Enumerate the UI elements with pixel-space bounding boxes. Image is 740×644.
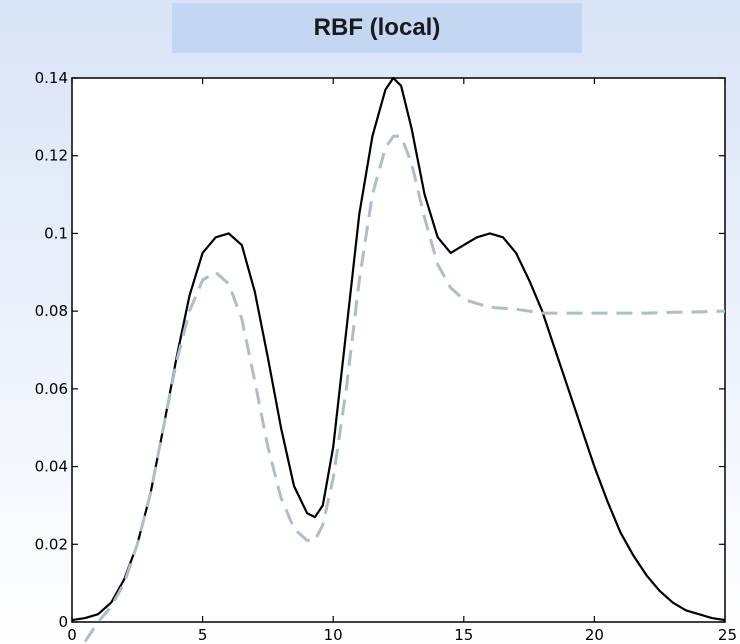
chart-title-banner: RBF (local)	[172, 3, 582, 53]
y-tick-label: 0.08	[35, 302, 68, 320]
series-line-solid	[72, 76, 725, 622]
y-tick-label: 0.1	[44, 224, 68, 242]
y-tick-label: 0.06	[35, 380, 68, 398]
x-tick-label: 10	[324, 626, 343, 644]
x-tick-label: 0	[67, 626, 77, 644]
y-tick-label: 0	[58, 613, 68, 631]
x-tick-label: 15	[454, 626, 473, 644]
axes-layer	[71, 77, 726, 623]
series-layer	[72, 76, 725, 643]
y-tick-label: 0.12	[35, 147, 68, 165]
plot-area-frame	[71, 77, 726, 623]
y-tick-label: 0.04	[35, 458, 68, 476]
x-tick-label: 5	[198, 626, 208, 644]
x-tick-label: 20	[585, 626, 604, 644]
series-line-dashed	[83, 134, 725, 643]
y-tick-label: 0.14	[35, 69, 68, 87]
x-tick-label: 25	[718, 626, 737, 644]
y-tick-label: 0.02	[35, 535, 68, 553]
chart-title: RBF (local)	[313, 14, 441, 41]
tick-label-layer: 0 0.02 0.04 0.06 0.08 0.1 0.12 0.14 0 5 10 15 20 25	[35, 69, 737, 644]
